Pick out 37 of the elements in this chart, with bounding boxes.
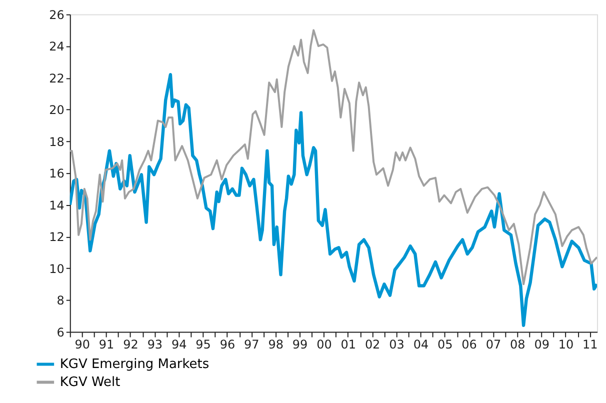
x-tick-label: 92 <box>123 337 138 352</box>
y-tick-label: 24 <box>49 40 64 54</box>
x-tick-label: 91 <box>98 337 114 352</box>
x-tick-label: 02 <box>364 337 380 352</box>
x-tick-label: 10 <box>558 337 574 352</box>
y-tick-label: 16 <box>49 166 64 181</box>
line-series <box>70 29 598 286</box>
y-tick-label: 20 <box>49 103 64 118</box>
x-tick-label: 07 <box>486 337 502 352</box>
y-tick-label: 26 <box>49 8 64 22</box>
x-tick-label: 93 <box>147 337 163 352</box>
x-tick-label: 98 <box>268 337 284 352</box>
x-tick-label: 97 <box>244 337 260 352</box>
x-tick-label: 04 <box>413 337 429 352</box>
x-tick-label: 94 <box>171 337 187 352</box>
y-tick-label: 12 <box>49 230 64 244</box>
x-tick-label: 03 <box>389 337 404 352</box>
x-tick-label: 11 <box>582 337 598 352</box>
y-tick-label: 8 <box>56 294 64 308</box>
x-tick-label: 00 <box>316 337 332 352</box>
legend-label: KGV Emerging Markets <box>60 357 210 372</box>
y-tick-label: 10 <box>49 262 64 276</box>
x-tick-label: 08 <box>510 337 526 352</box>
line-series <box>70 73 598 328</box>
legend-label: KGV Welt <box>60 375 120 390</box>
x-tick-label: 90 <box>74 337 90 352</box>
y-tick-label: 14 <box>49 198 64 212</box>
x-tick-label: 09 <box>534 337 550 352</box>
y-tick-label: 18 <box>49 134 64 149</box>
x-tick-label: 01 <box>340 337 356 352</box>
x-tick-label: 99 <box>292 337 308 352</box>
x-tick-label: 95 <box>196 337 211 352</box>
x-tick-label: 05 <box>437 337 453 352</box>
y-tick-label: 6 <box>56 325 64 340</box>
x-tick-label: 06 <box>462 337 477 352</box>
x-tick-label: 96 <box>220 337 236 352</box>
y-tick-label: 22 <box>49 71 64 86</box>
